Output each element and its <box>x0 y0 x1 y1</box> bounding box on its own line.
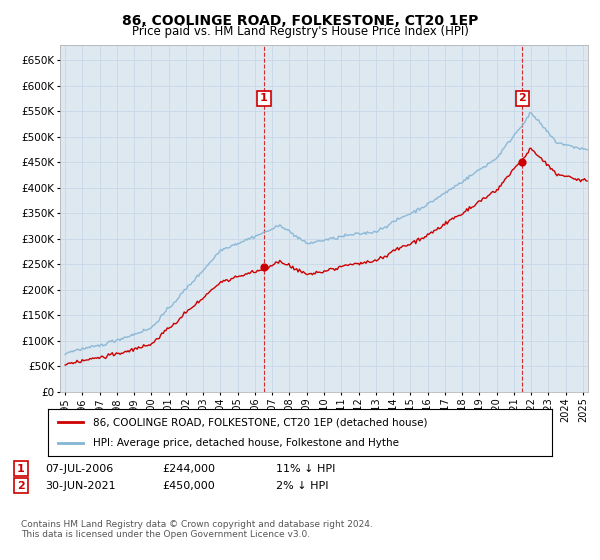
Text: 11% ↓ HPI: 11% ↓ HPI <box>276 464 335 474</box>
Text: £244,000: £244,000 <box>162 464 215 474</box>
Text: 1: 1 <box>17 464 25 474</box>
Text: 86, COOLINGE ROAD, FOLKESTONE, CT20 1EP (detached house): 86, COOLINGE ROAD, FOLKESTONE, CT20 1EP … <box>94 417 428 427</box>
Text: 2% ↓ HPI: 2% ↓ HPI <box>276 480 329 491</box>
Text: 2: 2 <box>17 480 25 491</box>
Text: £450,000: £450,000 <box>162 480 215 491</box>
Point <box>259 263 269 272</box>
Text: HPI: Average price, detached house, Folkestone and Hythe: HPI: Average price, detached house, Folk… <box>94 438 400 448</box>
Text: 07-JUL-2006: 07-JUL-2006 <box>45 464 113 474</box>
Text: 30-JUN-2021: 30-JUN-2021 <box>45 480 116 491</box>
Text: 2: 2 <box>518 94 526 104</box>
Point <box>517 158 527 167</box>
Text: 86, COOLINGE ROAD, FOLKESTONE, CT20 1EP: 86, COOLINGE ROAD, FOLKESTONE, CT20 1EP <box>122 14 478 28</box>
Text: Contains HM Land Registry data © Crown copyright and database right 2024.
This d: Contains HM Land Registry data © Crown c… <box>21 520 373 539</box>
Text: Price paid vs. HM Land Registry's House Price Index (HPI): Price paid vs. HM Land Registry's House … <box>131 25 469 38</box>
Text: 1: 1 <box>260 94 268 104</box>
